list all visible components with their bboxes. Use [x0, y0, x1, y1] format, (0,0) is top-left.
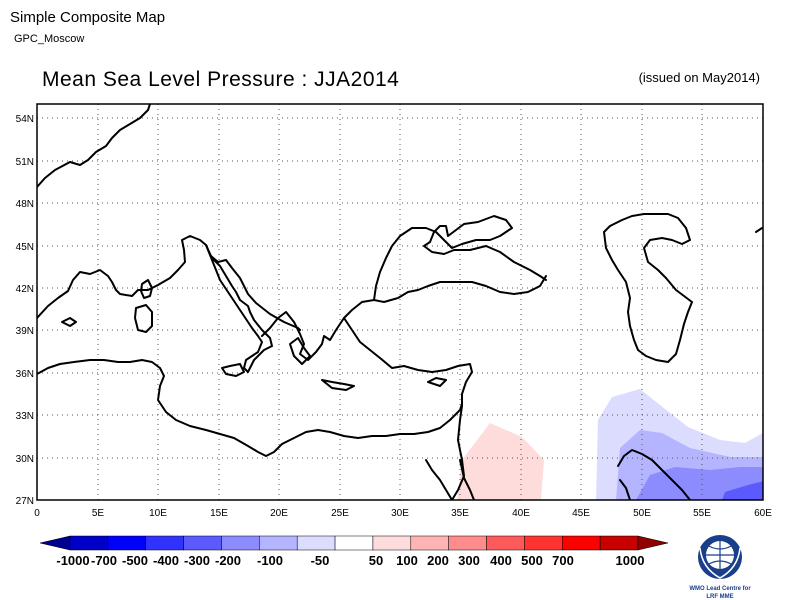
negative-anomaly-area-max: [722, 481, 763, 500]
coastline-red-sea: [425, 459, 475, 500]
coastline-persian-gulf: [617, 449, 691, 500]
anomaly-shading: [457, 389, 763, 500]
colorbar-segment: [107, 535, 146, 551]
colorbar-label: -50: [311, 553, 330, 568]
lat-tick-label: 30N: [16, 454, 34, 465]
logo-line1: WMO Lead Centre for: [689, 586, 751, 592]
colorbar-label: 1000: [616, 553, 645, 568]
lon-axis: 0 5E 10E 15E 20E 25E 30E 35E 40E 45E 50E…: [34, 508, 772, 519]
coastline-sardinia: [134, 304, 153, 333]
coastline-anatolia-south: [343, 317, 473, 500]
map-grid: [37, 104, 763, 500]
lon-tick-label: 10E: [149, 508, 167, 519]
colorbar-segment: [334, 535, 374, 551]
colorbar-label: 300: [458, 553, 480, 568]
lon-tick-label: 60E: [754, 508, 772, 519]
colorbar-label: -500: [122, 553, 148, 568]
lon-tick-label: 25E: [331, 508, 349, 519]
coastline-italy: [205, 244, 273, 373]
wmo-logo: WMO Lead Centre for LRF MME: [689, 535, 751, 600]
colorbar: [39, 535, 669, 551]
issued-date: (issued on May2014): [638, 70, 760, 85]
lon-tick-label: 15E: [210, 508, 228, 519]
lat-axis: 54N 51N 48N 45N 42N 39N 36N 33N 30N 27N: [16, 114, 34, 507]
lon-tick-label: 45E: [572, 508, 590, 519]
coastline-iberia: [37, 235, 301, 331]
positive-anomaly-area: [457, 423, 544, 500]
colorbar-segment: [296, 535, 336, 551]
lat-tick-label: 39N: [16, 326, 34, 337]
colorbar-label: 700: [552, 553, 574, 568]
coastline-greece-south: [289, 337, 311, 365]
coastline-balkans: [261, 275, 547, 361]
coastline-caspian-sea: [603, 213, 693, 363]
colorbar-segment: [145, 535, 184, 551]
lon-tick-label: 50E: [633, 508, 651, 519]
colorbar-segment: [39, 535, 71, 551]
colorbar-segment: [372, 535, 412, 551]
coastline-corsica: [140, 279, 153, 299]
coastline-western-europe: [37, 104, 151, 188]
colorbar-labels: -1000 -700 -500 -400 -300 -200 -100 -50 …: [56, 553, 644, 568]
colorbar-label: -200: [215, 553, 241, 568]
lat-tick-label: 48N: [16, 199, 34, 210]
lon-tick-label: 5E: [92, 508, 105, 519]
lon-tick-label: 55E: [693, 508, 711, 519]
colorbar-label: 200: [427, 553, 449, 568]
coastline-black-sea: [373, 215, 547, 301]
coastline-north-africa: [37, 359, 463, 457]
lat-tick-label: 45N: [16, 242, 34, 253]
coastline-crete: [321, 379, 355, 391]
center-name: GPC_Moscow: [14, 33, 85, 45]
colorbar-segment: [524, 535, 563, 551]
colorbar-segment: [69, 535, 109, 551]
map-title: Mean Sea Level Pressure : JJA2014: [42, 68, 400, 91]
colorbar-label: -300: [184, 553, 210, 568]
lat-tick-label: 51N: [16, 157, 34, 168]
coastline-balearics: [61, 317, 77, 327]
coastline-sicily: [221, 363, 245, 377]
colorbar-label: 100: [396, 553, 418, 568]
colorbar-label: 500: [521, 553, 543, 568]
globe-meridians-icon: [706, 541, 734, 569]
coastlines: [37, 104, 763, 500]
colorbar-segment: [599, 535, 639, 551]
colorbar-segment: [410, 535, 449, 551]
colorbar-label: -700: [91, 553, 117, 568]
coastline-cyprus: [427, 377, 447, 387]
colorbar-segment: [259, 535, 298, 551]
colorbar-label: -100: [257, 553, 283, 568]
colorbar-segment: [183, 535, 222, 551]
lat-tick-label: 42N: [16, 284, 34, 295]
app-title: Simple Composite Map: [10, 9, 166, 26]
lon-tick-label: 20E: [270, 508, 288, 519]
colorbar-label: -400: [153, 553, 179, 568]
lon-tick-label: 35E: [451, 508, 469, 519]
colorbar-label: 50: [369, 553, 383, 568]
lat-tick-label: 36N: [16, 369, 34, 380]
laurel-icon: [699, 547, 741, 579]
colorbar-segment: [486, 535, 525, 551]
lat-tick-label: 27N: [16, 496, 34, 507]
lon-tick-label: 0: [34, 508, 40, 519]
colorbar-segment: [448, 535, 487, 551]
colorbar-label: 400: [490, 553, 512, 568]
colorbar-segment: [637, 535, 669, 551]
lat-tick-label: 33N: [16, 411, 34, 422]
map-frame: [36, 103, 764, 501]
colorbar-segment: [562, 535, 601, 551]
lon-tick-label: 30E: [391, 508, 409, 519]
colorbar-segment: [221, 535, 260, 551]
coastline-iran-north: [755, 227, 763, 233]
lon-tick-label: 40E: [512, 508, 530, 519]
colorbar-label: -1000: [56, 553, 89, 568]
logo-line2: LRF MME: [706, 594, 733, 600]
lat-tick-label: 54N: [16, 114, 34, 125]
